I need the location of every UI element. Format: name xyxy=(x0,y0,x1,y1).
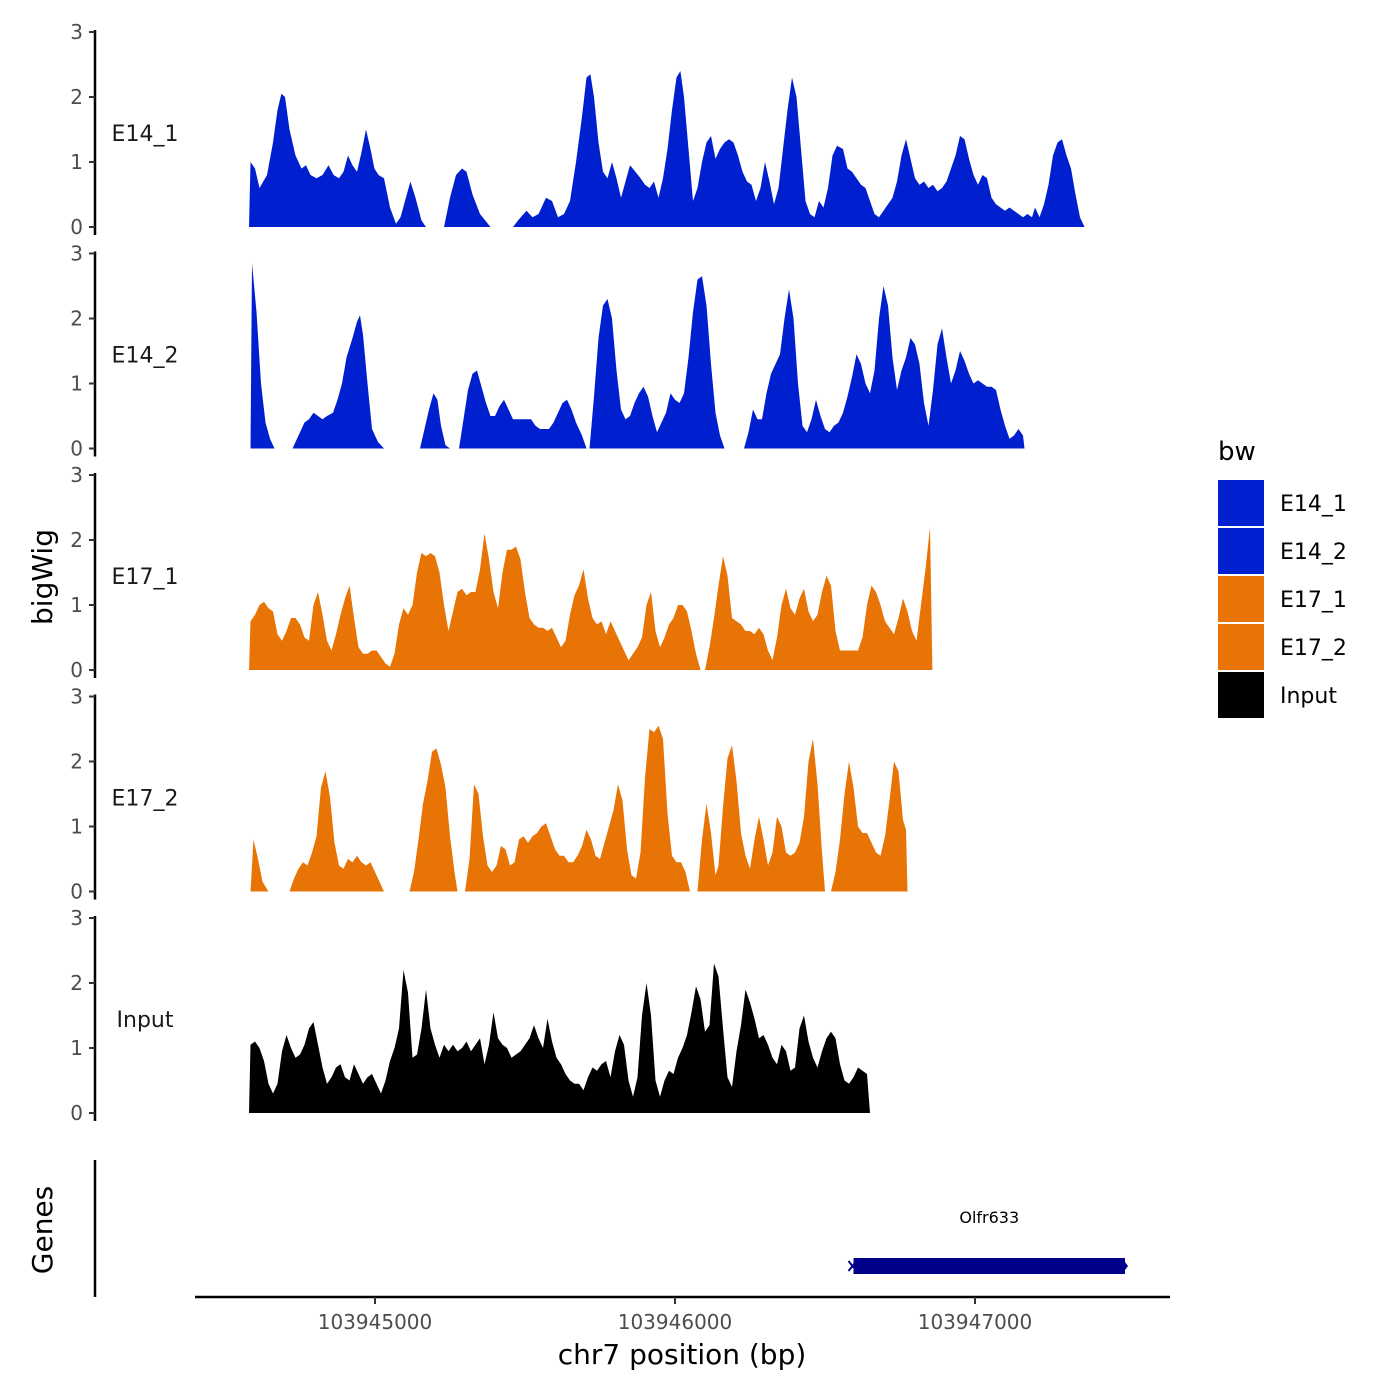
y-tick-label: 0 xyxy=(70,1101,83,1125)
legend-title: bw xyxy=(1218,437,1256,467)
y-tick-label: 2 xyxy=(70,528,83,552)
coverage-area-E14_2 xyxy=(292,315,384,449)
track-E14_1: 0 1 2 3 E14_1 xyxy=(70,20,1085,239)
coverage-area-E14_2 xyxy=(459,370,587,449)
coverage-area-E14_1 xyxy=(249,93,426,227)
track-label: E17_1 xyxy=(112,565,179,590)
coverage-area-Input xyxy=(249,963,870,1113)
legend-swatch xyxy=(1218,480,1264,526)
gene-strand-marker xyxy=(847,1260,858,1272)
coverage-area-E17_2 xyxy=(409,748,458,892)
y-tick-label: 3 xyxy=(70,906,83,930)
track-E14_2: 0 1 2 3 E14_2 xyxy=(70,242,1025,461)
y-tick-label: 2 xyxy=(70,971,83,995)
x-axis: 103945000 103946000 103947000 xyxy=(195,1295,1170,1334)
coverage-area-E17_2 xyxy=(697,738,825,892)
coverage-area-E14_2 xyxy=(250,263,275,449)
coverage-area-E17_1 xyxy=(249,533,701,670)
tracks-layer: 0 1 2 3 E14_1 0 1 2 3 E14_2 0 1 2 3 E17_1 0 1 2 3 E17_2 0 1 2 3… xyxy=(70,20,1085,1125)
y-tick-label: 0 xyxy=(70,880,83,904)
coverage-area-E17_1 xyxy=(705,527,933,670)
coverage-area-E14_2 xyxy=(420,393,450,449)
legend-entry-E17_1: E17_1 xyxy=(1218,576,1347,622)
y-tick-label: 1 xyxy=(70,593,83,617)
y-tick-label: 1 xyxy=(70,372,83,396)
x-tick-label: 103945000 xyxy=(318,1310,433,1334)
coverage-area-E17_2 xyxy=(289,771,384,892)
y-tick-label: 3 xyxy=(70,20,83,44)
legend-entry-E14_1: E14_1 xyxy=(1218,480,1347,526)
track-label: E14_2 xyxy=(112,344,179,369)
gene-body xyxy=(853,1258,1125,1274)
legend-swatch xyxy=(1218,528,1264,574)
track-label: Input xyxy=(117,1008,174,1033)
coverage-area-E14_1 xyxy=(513,71,1085,227)
coverage-area-E17_2 xyxy=(250,839,269,892)
genes-panel: Olfr633 xyxy=(93,1160,1128,1297)
legend-swatch xyxy=(1218,624,1264,670)
y-tick-label: 0 xyxy=(70,437,83,461)
legend-entries: E14_1 E14_2 E17_1 E17_2 Input xyxy=(1218,480,1347,718)
y-tick-label: 1 xyxy=(70,1036,83,1060)
legend-label: E14_1 xyxy=(1280,492,1347,517)
legend: bw E14_1 E14_2 E17_1 E17_2 Input xyxy=(1218,437,1347,718)
gene-end-marker xyxy=(1125,1262,1128,1270)
legend-swatch xyxy=(1218,672,1264,718)
y-tick-label: 2 xyxy=(70,85,83,109)
coverage-area-E17_2 xyxy=(465,725,690,892)
y-axis-title: bigWig xyxy=(26,529,59,625)
legend-label: E17_1 xyxy=(1280,588,1347,613)
x-tick-label: 103947000 xyxy=(918,1310,1033,1334)
legend-entry-Input: Input xyxy=(1218,672,1337,718)
y-tick-label: 3 xyxy=(70,242,83,266)
y-tick-label: 3 xyxy=(70,463,83,487)
y-tick-label: 1 xyxy=(70,150,83,174)
track-E17_2: 0 1 2 3 E17_2 xyxy=(70,685,908,904)
coverage-area-E17_2 xyxy=(831,761,908,892)
coverage-area-E14_1 xyxy=(444,168,491,227)
legend-label: Input xyxy=(1280,684,1337,709)
y-tick-label: 2 xyxy=(70,750,83,774)
legend-entry-E17_2: E17_2 xyxy=(1218,624,1347,670)
legend-label: E17_2 xyxy=(1280,636,1347,661)
y-tick-label: 2 xyxy=(70,307,83,331)
track-label: E17_2 xyxy=(112,787,179,812)
legend-entry-E14_2: E14_2 xyxy=(1218,528,1347,574)
genes-panel-title: Genes xyxy=(26,1186,59,1274)
legend-swatch xyxy=(1218,576,1264,622)
y-tick-label: 1 xyxy=(70,815,83,839)
y-tick-label: 0 xyxy=(70,658,83,682)
x-tick-label: 103946000 xyxy=(618,1310,733,1334)
track-Input: 0 1 2 3 Input xyxy=(70,906,870,1125)
track-label: E14_1 xyxy=(112,122,179,147)
track-E17_1: 0 1 2 3 E17_1 xyxy=(70,463,933,682)
coverage-area-E14_2 xyxy=(744,286,1025,449)
x-axis-title: chr7 position (bp) xyxy=(558,1338,807,1371)
coverage-area-E14_2 xyxy=(589,276,725,449)
y-tick-label: 3 xyxy=(70,685,83,709)
legend-label: E14_2 xyxy=(1280,540,1347,565)
y-tick-label: 0 xyxy=(70,215,83,239)
gene-label: Olfr633 xyxy=(959,1208,1019,1227)
gene-Olfr633: Olfr633 xyxy=(847,1208,1128,1274)
